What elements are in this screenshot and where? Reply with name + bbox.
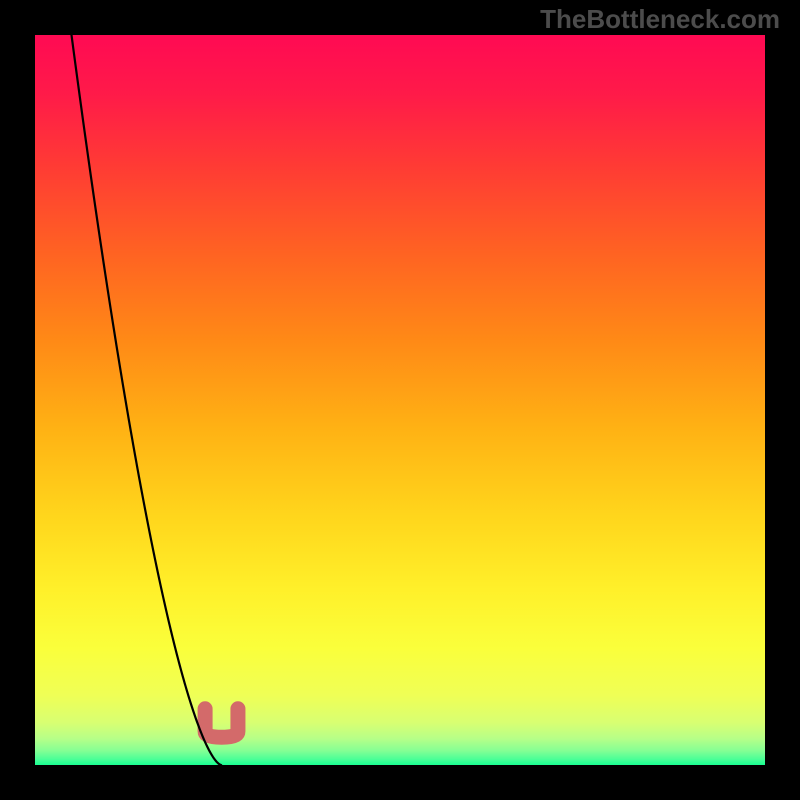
plot-area xyxy=(35,35,765,765)
canvas: TheBottleneck.com xyxy=(0,0,800,800)
watermark-text: TheBottleneck.com xyxy=(540,4,780,35)
gradient-background xyxy=(35,35,765,765)
